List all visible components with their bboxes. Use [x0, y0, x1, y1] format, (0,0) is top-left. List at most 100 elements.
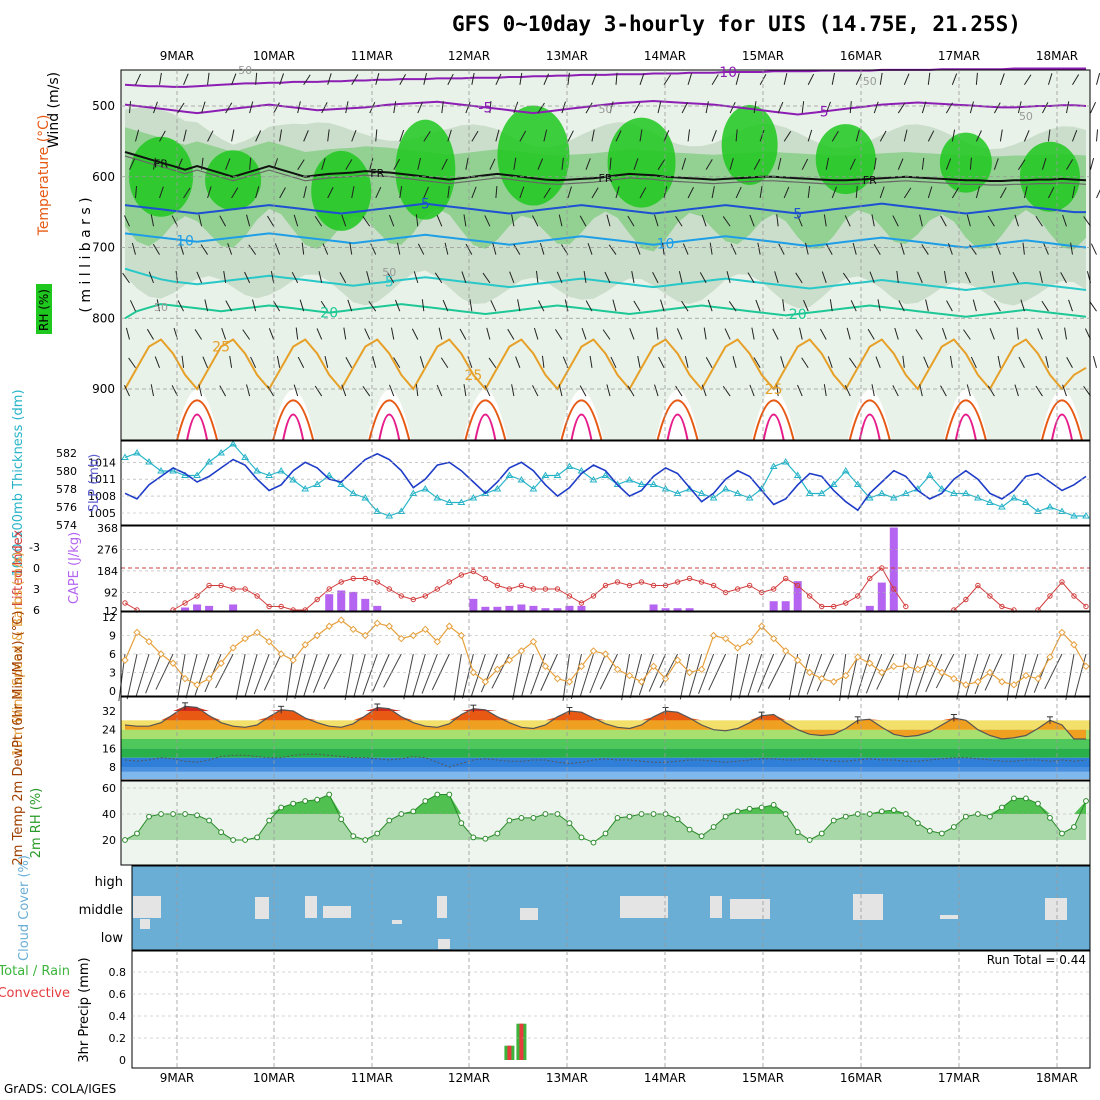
- wind-barb: [867, 328, 875, 340]
- wind-speed-marker: [397, 634, 405, 643]
- wind-barb: [1096, 129, 1099, 142]
- wind-barb: [579, 215, 587, 227]
- ua-temp-label: Temperature (°C): [36, 115, 52, 237]
- wind-tick: 0: [109, 685, 116, 698]
- wind-barb-10m: [757, 653, 775, 693]
- wind-barb-10m: [570, 653, 582, 700]
- ua-tick: 800: [92, 311, 115, 325]
- thickness-marker: [229, 440, 237, 447]
- wind-barb: [421, 299, 425, 312]
- rh-area: [125, 794, 1086, 843]
- rh-marker: [362, 837, 369, 843]
- wind-barb: [1083, 216, 1091, 227]
- rh-marker: [506, 817, 513, 824]
- isotherm-30-arc: [560, 399, 603, 441]
- wind-barb: [561, 157, 564, 170]
- wind-barb: [969, 244, 977, 255]
- wind-barb: [396, 242, 401, 255]
- wind-barb: [999, 73, 1005, 85]
- wind-barb-10m: [1044, 653, 1063, 690]
- wind-barb: [629, 328, 635, 340]
- thickness-marker: [145, 458, 153, 465]
- wind-barb: [735, 73, 740, 85]
- wind-barb: [687, 129, 691, 142]
- cloud-gap: [853, 894, 883, 920]
- wind-speed-marker: [733, 644, 742, 652]
- thickness-marker: [565, 462, 574, 469]
- thickness-marker: [853, 480, 862, 487]
- wind-speed-marker: [1010, 681, 1018, 689]
- wind-barb: [1070, 242, 1073, 255]
- wind-barb-10m: [126, 653, 138, 700]
- contour-label-25: 25: [765, 382, 783, 398]
- cloud-fills: [132, 866, 1090, 950]
- wind-barb: [831, 72, 836, 85]
- contour-label-5: 5: [793, 207, 802, 223]
- wind-barb: [200, 244, 208, 255]
- wind-barb: [1047, 129, 1051, 142]
- wind-barb: [925, 299, 929, 312]
- lifted-index-marker: [831, 603, 837, 610]
- thickness-marker: [625, 476, 634, 483]
- rh-marker: [122, 837, 128, 843]
- thickness-marker: [601, 471, 610, 478]
- wind-tick: 6: [109, 648, 116, 661]
- thickness-marker: [817, 489, 826, 496]
- rh-marker: [926, 828, 933, 834]
- wind-barb: [825, 243, 833, 255]
- wind-barb: [159, 72, 162, 85]
- cape-tick: 92: [104, 586, 118, 599]
- wind-barb: [159, 186, 164, 199]
- lifted-index-marker: [266, 603, 272, 610]
- wind-barb: [681, 158, 687, 170]
- wind-barb: [660, 299, 665, 312]
- wind-barb: [972, 299, 977, 312]
- wind-speed-marker: [433, 637, 442, 646]
- wind-barb: [467, 356, 473, 368]
- wind-barb: [701, 384, 707, 397]
- wind-barb: [722, 216, 731, 227]
- panel-frame-slp: [120, 440, 1091, 526]
- wind-barb: [1071, 186, 1076, 199]
- wind-barb: [390, 327, 395, 340]
- wind-barb: [1023, 130, 1030, 142]
- thickness-marker: [661, 485, 670, 492]
- isotherm-30-arc: [656, 399, 699, 441]
- wind-speed-marker: [601, 650, 610, 658]
- rh-marker: [434, 791, 441, 798]
- thickness-tick: 582: [56, 447, 77, 460]
- wind-barb-10m: [865, 653, 883, 694]
- wind-barb: [295, 327, 299, 340]
- date-label-bottom: 11MAR: [351, 1071, 393, 1085]
- wind-barb: [255, 186, 260, 199]
- thickness-marker: [385, 512, 394, 519]
- cape-axis-label: CAPE (J/kg): [67, 532, 82, 604]
- wind-barb: [797, 384, 803, 397]
- wind-barb-10m: [562, 653, 570, 701]
- wind-barb: [123, 215, 130, 227]
- thickness-marker: [373, 507, 382, 514]
- wind-barb-10m: [1006, 653, 1015, 701]
- wind-barb: [177, 158, 183, 170]
- wind-barb: [807, 186, 811, 199]
- rh-marker: [350, 833, 357, 839]
- rh-marker: [590, 839, 597, 846]
- cloud-gap: [255, 897, 269, 919]
- wind-barb: [751, 327, 755, 340]
- wind-barb: [633, 158, 639, 170]
- date-label-bottom: 14MAR: [644, 1071, 686, 1085]
- rh-50-label: 50: [382, 266, 396, 279]
- thickness-marker: [433, 494, 442, 501]
- cape-bar: [469, 598, 478, 611]
- rh-marker: [422, 798, 429, 804]
- rh-marker: [950, 824, 957, 830]
- wind-barb: [279, 187, 286, 199]
- rh-tick: 20: [102, 834, 116, 847]
- wind-barb: [684, 355, 689, 368]
- wind-barb: [783, 131, 792, 142]
- cape-bar: [517, 604, 526, 611]
- thickness-marker: [829, 480, 838, 487]
- rh-marker: [326, 791, 333, 798]
- cloud-gap: [520, 908, 538, 920]
- wind-barb: [612, 299, 617, 312]
